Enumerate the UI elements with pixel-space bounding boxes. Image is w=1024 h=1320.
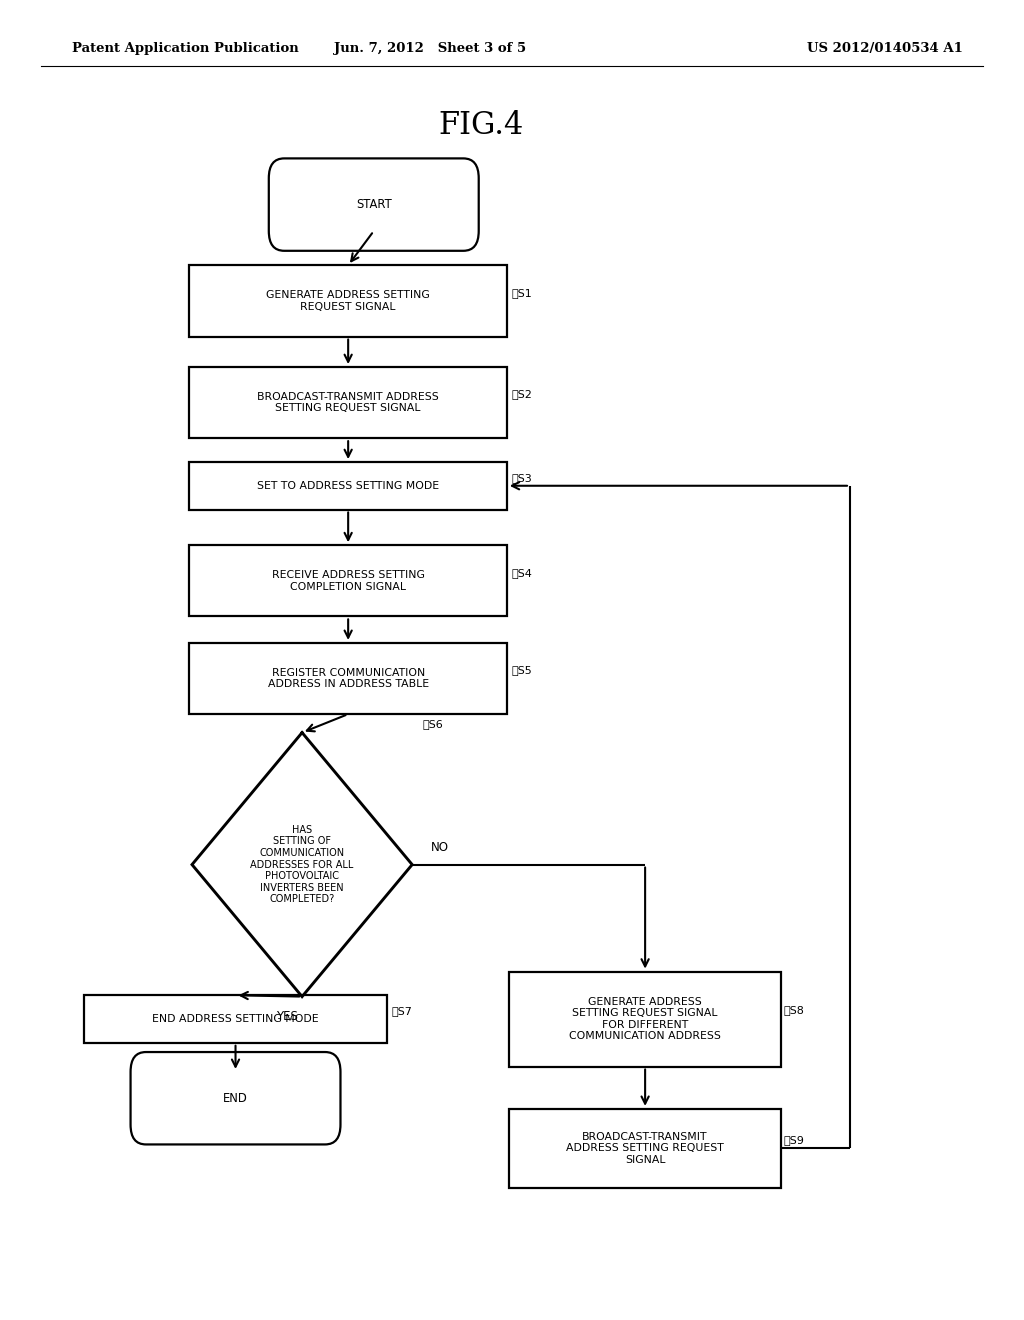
- Text: END: END: [223, 1092, 248, 1105]
- Text: GENERATE ADDRESS
SETTING REQUEST SIGNAL
FOR DIFFERENT
COMMUNICATION ADDRESS: GENERATE ADDRESS SETTING REQUEST SIGNAL …: [569, 997, 721, 1041]
- Bar: [189, 265, 507, 337]
- FancyBboxPatch shape: [268, 158, 478, 251]
- Text: NO: NO: [430, 841, 449, 854]
- Text: ⤴S1: ⤴S1: [512, 288, 532, 298]
- Bar: [189, 643, 507, 714]
- Text: US 2012/0140534 A1: US 2012/0140534 A1: [807, 42, 963, 55]
- Bar: [189, 462, 507, 510]
- Text: RECEIVE ADDRESS SETTING
COMPLETION SIGNAL: RECEIVE ADDRESS SETTING COMPLETION SIGNA…: [271, 570, 425, 591]
- Text: YES: YES: [275, 1010, 298, 1023]
- Text: ⤴S8: ⤴S8: [784, 1005, 805, 1015]
- Text: GENERATE ADDRESS SETTING
REQUEST SIGNAL: GENERATE ADDRESS SETTING REQUEST SIGNAL: [266, 290, 430, 312]
- Text: Patent Application Publication: Patent Application Publication: [72, 42, 298, 55]
- Text: HAS
SETTING OF
COMMUNICATION
ADDRESSES FOR ALL
PHOTOVOLTAIC
INVERTERS BEEN
COMPL: HAS SETTING OF COMMUNICATION ADDRESSES F…: [251, 825, 353, 904]
- Text: ⤴S9: ⤴S9: [784, 1135, 805, 1146]
- Bar: [510, 972, 780, 1067]
- Text: SET TO ADDRESS SETTING MODE: SET TO ADDRESS SETTING MODE: [257, 480, 439, 491]
- FancyBboxPatch shape: [131, 1052, 340, 1144]
- Bar: [189, 545, 507, 616]
- Bar: [85, 995, 387, 1043]
- Text: REGISTER COMMUNICATION
ADDRESS IN ADDRESS TABLE: REGISTER COMMUNICATION ADDRESS IN ADDRES…: [267, 668, 429, 689]
- Text: ⤴S4: ⤴S4: [512, 568, 532, 578]
- Bar: [510, 1109, 780, 1188]
- Text: BROADCAST-TRANSMIT
ADDRESS SETTING REQUEST
SIGNAL: BROADCAST-TRANSMIT ADDRESS SETTING REQUE…: [566, 1131, 724, 1166]
- Text: BROADCAST-TRANSMIT ADDRESS
SETTING REQUEST SIGNAL: BROADCAST-TRANSMIT ADDRESS SETTING REQUE…: [257, 392, 439, 413]
- Text: ⤴S2: ⤴S2: [512, 389, 532, 400]
- Text: ⤴S6: ⤴S6: [422, 719, 443, 730]
- Text: ⤴S7: ⤴S7: [391, 1006, 413, 1016]
- Text: ⤴S3: ⤴S3: [512, 473, 532, 483]
- Text: Jun. 7, 2012   Sheet 3 of 5: Jun. 7, 2012 Sheet 3 of 5: [334, 42, 526, 55]
- Text: END ADDRESS SETTING MODE: END ADDRESS SETTING MODE: [153, 1014, 318, 1024]
- Text: START: START: [356, 198, 391, 211]
- Text: ⤴S5: ⤴S5: [512, 665, 532, 676]
- Bar: [189, 367, 507, 438]
- Text: FIG.4: FIG.4: [438, 110, 524, 141]
